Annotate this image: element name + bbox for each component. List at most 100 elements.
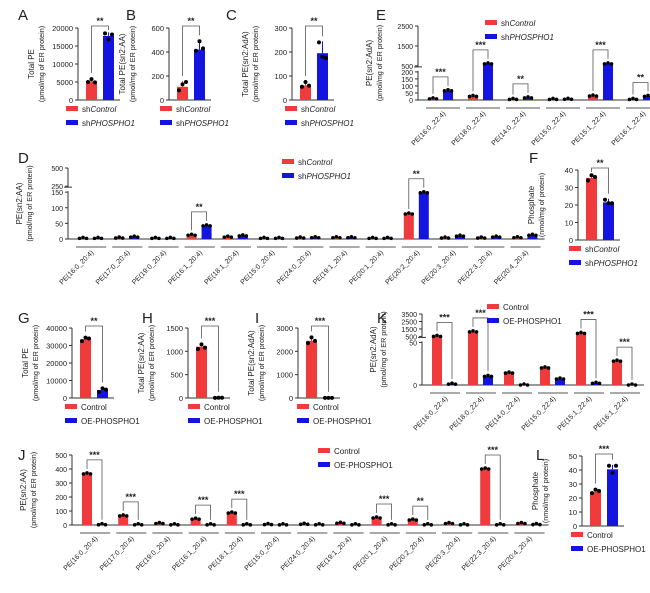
legend-swatch-treatment — [160, 120, 172, 125]
x-tick-label: PE(16:0_20:4) — [63, 535, 100, 572]
data-point — [245, 522, 249, 526]
y-axis-title: PE(sn2:AdA) — [369, 326, 378, 373]
y-tick-label: 0 — [569, 236, 573, 245]
data-point — [303, 80, 308, 84]
y-tick-label: 0 — [179, 394, 183, 403]
significance-bracket — [376, 503, 392, 520]
significance-bracket — [408, 178, 425, 210]
data-point — [554, 377, 559, 381]
data-point — [526, 95, 530, 99]
data-point — [386, 523, 390, 527]
legend-label-control: Control — [503, 303, 529, 312]
y-tick-label: 500 — [170, 371, 183, 380]
data-point — [307, 83, 311, 88]
data-point — [569, 97, 574, 102]
y-tick-label: 20 — [565, 201, 573, 210]
x-tick-label: PE(15:0_20:4) — [240, 249, 277, 286]
data-point — [124, 514, 129, 518]
data-point — [471, 329, 475, 333]
y-tick-label: 50 — [409, 340, 417, 347]
data-point — [294, 236, 299, 240]
y-axis-subtitle: (pmol/mg of ER protein) — [147, 325, 156, 401]
data-point — [177, 88, 181, 93]
data-point — [96, 235, 100, 240]
data-point — [407, 211, 411, 215]
legend-label-treatment: shPHOSPHO1 — [585, 259, 638, 268]
y-tick-label: 30 — [565, 184, 573, 193]
y-tick-label: 500 — [55, 453, 67, 460]
y-tick-label: 50 — [405, 91, 413, 98]
data-point — [554, 97, 559, 102]
y-axis-subtitle: (nmol/mg of protein) — [541, 459, 550, 523]
data-point — [642, 94, 647, 99]
data-point — [199, 342, 204, 347]
significance-bracket — [201, 325, 219, 392]
data-point — [203, 345, 207, 350]
data-point — [172, 522, 177, 526]
legend-label-treatment: OE-PHOSPHO1 — [313, 417, 372, 426]
y-axis-subtitle: (nmol/mg of protein) — [537, 173, 546, 237]
panel-label: D — [18, 150, 29, 167]
y-tick-label: 2500 — [401, 319, 417, 326]
data-point — [205, 523, 209, 527]
data-point — [603, 197, 607, 202]
y-tick-label: 0 — [573, 522, 577, 531]
data-point — [370, 235, 375, 240]
data-point — [538, 522, 542, 527]
bar-OE-PHOSPHO1 — [607, 469, 618, 526]
significance-label: *** — [205, 316, 216, 326]
significance-bracket — [592, 49, 609, 92]
data-point — [302, 521, 307, 526]
legend-label-control: Control — [587, 531, 613, 540]
y-tick-label: 100 — [401, 84, 413, 91]
y-tick-label: 1000 — [166, 347, 183, 356]
bar-shControl — [86, 81, 97, 100]
data-point — [561, 377, 566, 381]
data-point — [233, 511, 238, 515]
data-point — [244, 234, 249, 238]
significance-label: *** — [487, 445, 498, 455]
data-point — [273, 236, 278, 241]
data-point — [298, 235, 303, 239]
data-point — [326, 395, 331, 400]
significance-bracket — [182, 25, 200, 76]
bar-shControl — [186, 235, 197, 239]
x-tick-label: PE(15:0_22:4) — [531, 110, 568, 147]
significance-bracket — [195, 504, 211, 520]
data-point — [558, 376, 562, 380]
bar-OE-PHOSPHO1 — [555, 379, 565, 385]
x-tick-label: PE(14:0_22:4) — [491, 110, 528, 147]
data-point — [593, 175, 597, 179]
legend-label-treatment: OE-PHOSPHO1 — [334, 461, 393, 470]
significance-label: *** — [198, 495, 209, 505]
data-point — [519, 235, 523, 240]
significance-bracket — [412, 505, 429, 520]
significance-bracket — [311, 325, 329, 392]
data-point — [474, 330, 479, 334]
data-point — [277, 523, 282, 527]
bar-shPHOSPHO1 — [603, 202, 614, 240]
data-point — [467, 330, 472, 334]
legend-label-control: shControl — [176, 105, 210, 114]
significance-label: *** — [583, 309, 594, 319]
data-point — [313, 234, 318, 239]
data-point — [443, 521, 448, 526]
data-point — [153, 235, 158, 240]
data-point — [486, 467, 491, 471]
legend-swatch-control — [65, 404, 77, 409]
data-point — [507, 97, 512, 102]
y-tick-label: 30 — [569, 480, 577, 489]
legend-swatch-control — [188, 404, 200, 409]
bar-Control — [407, 520, 418, 525]
bar-Control — [190, 519, 201, 525]
x-tick-label: PE(19:1_20:4) — [316, 535, 353, 572]
data-point — [512, 235, 516, 240]
significance-label: *** — [439, 312, 450, 322]
data-point — [374, 515, 379, 519]
significance-bracket — [580, 319, 597, 379]
data-point — [474, 94, 479, 99]
data-point — [518, 383, 523, 387]
data-point — [606, 201, 611, 206]
